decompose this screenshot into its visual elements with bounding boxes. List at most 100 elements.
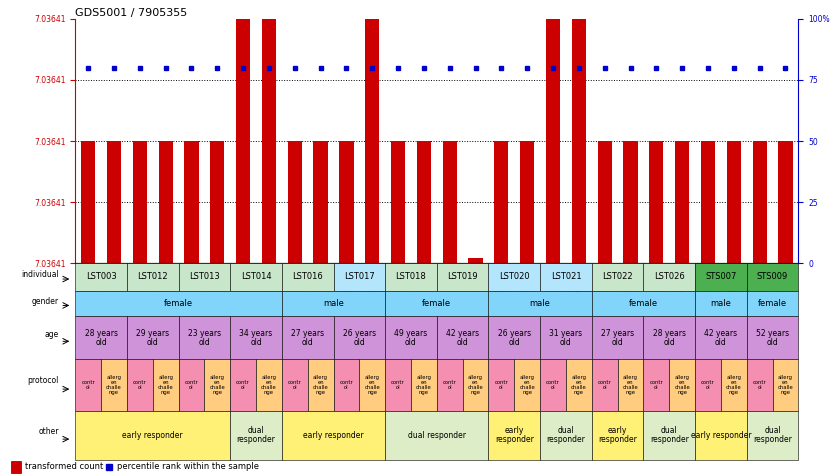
Bar: [436, 359, 462, 410]
Bar: [282, 291, 385, 316]
Bar: [133, 141, 147, 263]
Bar: [675, 141, 689, 263]
Text: individual: individual: [21, 270, 59, 279]
Bar: [385, 359, 411, 410]
Text: contr
ol: contr ol: [598, 380, 612, 390]
Bar: [726, 141, 741, 263]
Text: LST019: LST019: [447, 273, 478, 282]
Bar: [256, 359, 282, 410]
Bar: [695, 263, 747, 291]
Text: allerg
en
challe
nge: allerg en challe nge: [364, 375, 380, 395]
Text: dual
responder: dual responder: [547, 426, 585, 444]
Text: allerg
en
challe
nge: allerg en challe nge: [726, 375, 742, 395]
Text: STS009: STS009: [757, 273, 788, 282]
Text: allerg
en
challe
nge: allerg en challe nge: [106, 375, 122, 395]
Bar: [314, 141, 328, 263]
Bar: [772, 359, 798, 410]
Text: LST017: LST017: [344, 273, 375, 282]
Bar: [385, 316, 436, 359]
Bar: [385, 410, 488, 460]
Text: allerg
en
challe
nge: allerg en challe nge: [675, 375, 690, 395]
Text: contr
ol: contr ol: [546, 380, 560, 390]
Text: allerg
en
challe
nge: allerg en challe nge: [467, 375, 483, 395]
Bar: [385, 291, 488, 316]
Text: dual
responder: dual responder: [237, 426, 276, 444]
Text: male: male: [711, 299, 732, 308]
Bar: [747, 410, 798, 460]
Bar: [75, 359, 101, 410]
Bar: [230, 263, 282, 291]
Bar: [752, 141, 767, 263]
Bar: [701, 141, 715, 263]
Bar: [566, 359, 592, 410]
Text: LST020: LST020: [499, 273, 529, 282]
Bar: [179, 263, 230, 291]
Text: gender: gender: [32, 297, 59, 306]
Bar: [488, 291, 592, 316]
Bar: [592, 263, 644, 291]
Bar: [624, 141, 638, 263]
Bar: [230, 316, 282, 359]
Bar: [282, 263, 334, 291]
Bar: [540, 263, 592, 291]
Bar: [592, 291, 695, 316]
Bar: [75, 316, 127, 359]
Text: 49 years
old: 49 years old: [395, 328, 427, 347]
Bar: [417, 141, 431, 263]
Bar: [101, 359, 127, 410]
Bar: [488, 316, 540, 359]
Text: LST021: LST021: [551, 273, 581, 282]
Bar: [127, 316, 179, 359]
Text: LST016: LST016: [293, 273, 323, 282]
Bar: [230, 410, 282, 460]
Text: early responder: early responder: [303, 431, 364, 440]
Text: LST003: LST003: [86, 273, 116, 282]
Bar: [230, 359, 256, 410]
Bar: [618, 359, 644, 410]
Text: contr
ol: contr ol: [391, 380, 405, 390]
Bar: [75, 263, 127, 291]
Bar: [288, 141, 302, 263]
Text: 34 years
old: 34 years old: [239, 328, 273, 347]
Text: early responder: early responder: [691, 431, 752, 440]
Text: 42 years
old: 42 years old: [446, 328, 479, 347]
Bar: [411, 359, 436, 410]
Text: LST018: LST018: [395, 273, 426, 282]
Text: allerg
en
challe
nge: allerg en challe nge: [519, 375, 535, 395]
Text: female: female: [758, 299, 788, 308]
Text: 27 years
old: 27 years old: [601, 328, 635, 347]
Bar: [153, 359, 179, 410]
Bar: [540, 359, 566, 410]
Bar: [747, 316, 798, 359]
Bar: [514, 359, 540, 410]
Bar: [747, 359, 772, 410]
Bar: [339, 141, 354, 263]
Bar: [650, 141, 664, 263]
Bar: [442, 141, 456, 263]
Bar: [747, 291, 798, 316]
Text: contr
ol: contr ol: [650, 380, 663, 390]
Bar: [359, 359, 385, 410]
Text: STS007: STS007: [706, 273, 737, 282]
Text: contr
ol: contr ol: [185, 380, 198, 390]
Text: female: female: [629, 299, 658, 308]
Text: contr
ol: contr ol: [288, 380, 302, 390]
Bar: [210, 141, 224, 263]
Text: protocol: protocol: [28, 376, 59, 385]
Text: contr
ol: contr ol: [237, 380, 250, 390]
Text: male: male: [323, 299, 344, 308]
Bar: [670, 359, 695, 410]
Bar: [262, 19, 276, 263]
Bar: [436, 263, 488, 291]
Bar: [185, 141, 199, 263]
Bar: [695, 316, 747, 359]
Text: contr
ol: contr ol: [495, 380, 508, 390]
Bar: [334, 263, 385, 291]
Bar: [282, 359, 308, 410]
Bar: [695, 410, 747, 460]
Text: 26 years
old: 26 years old: [497, 328, 531, 347]
Text: percentile rank within the sample: percentile rank within the sample: [117, 463, 259, 471]
Text: 27 years
old: 27 years old: [291, 328, 324, 347]
Bar: [365, 19, 380, 263]
Bar: [107, 141, 121, 263]
